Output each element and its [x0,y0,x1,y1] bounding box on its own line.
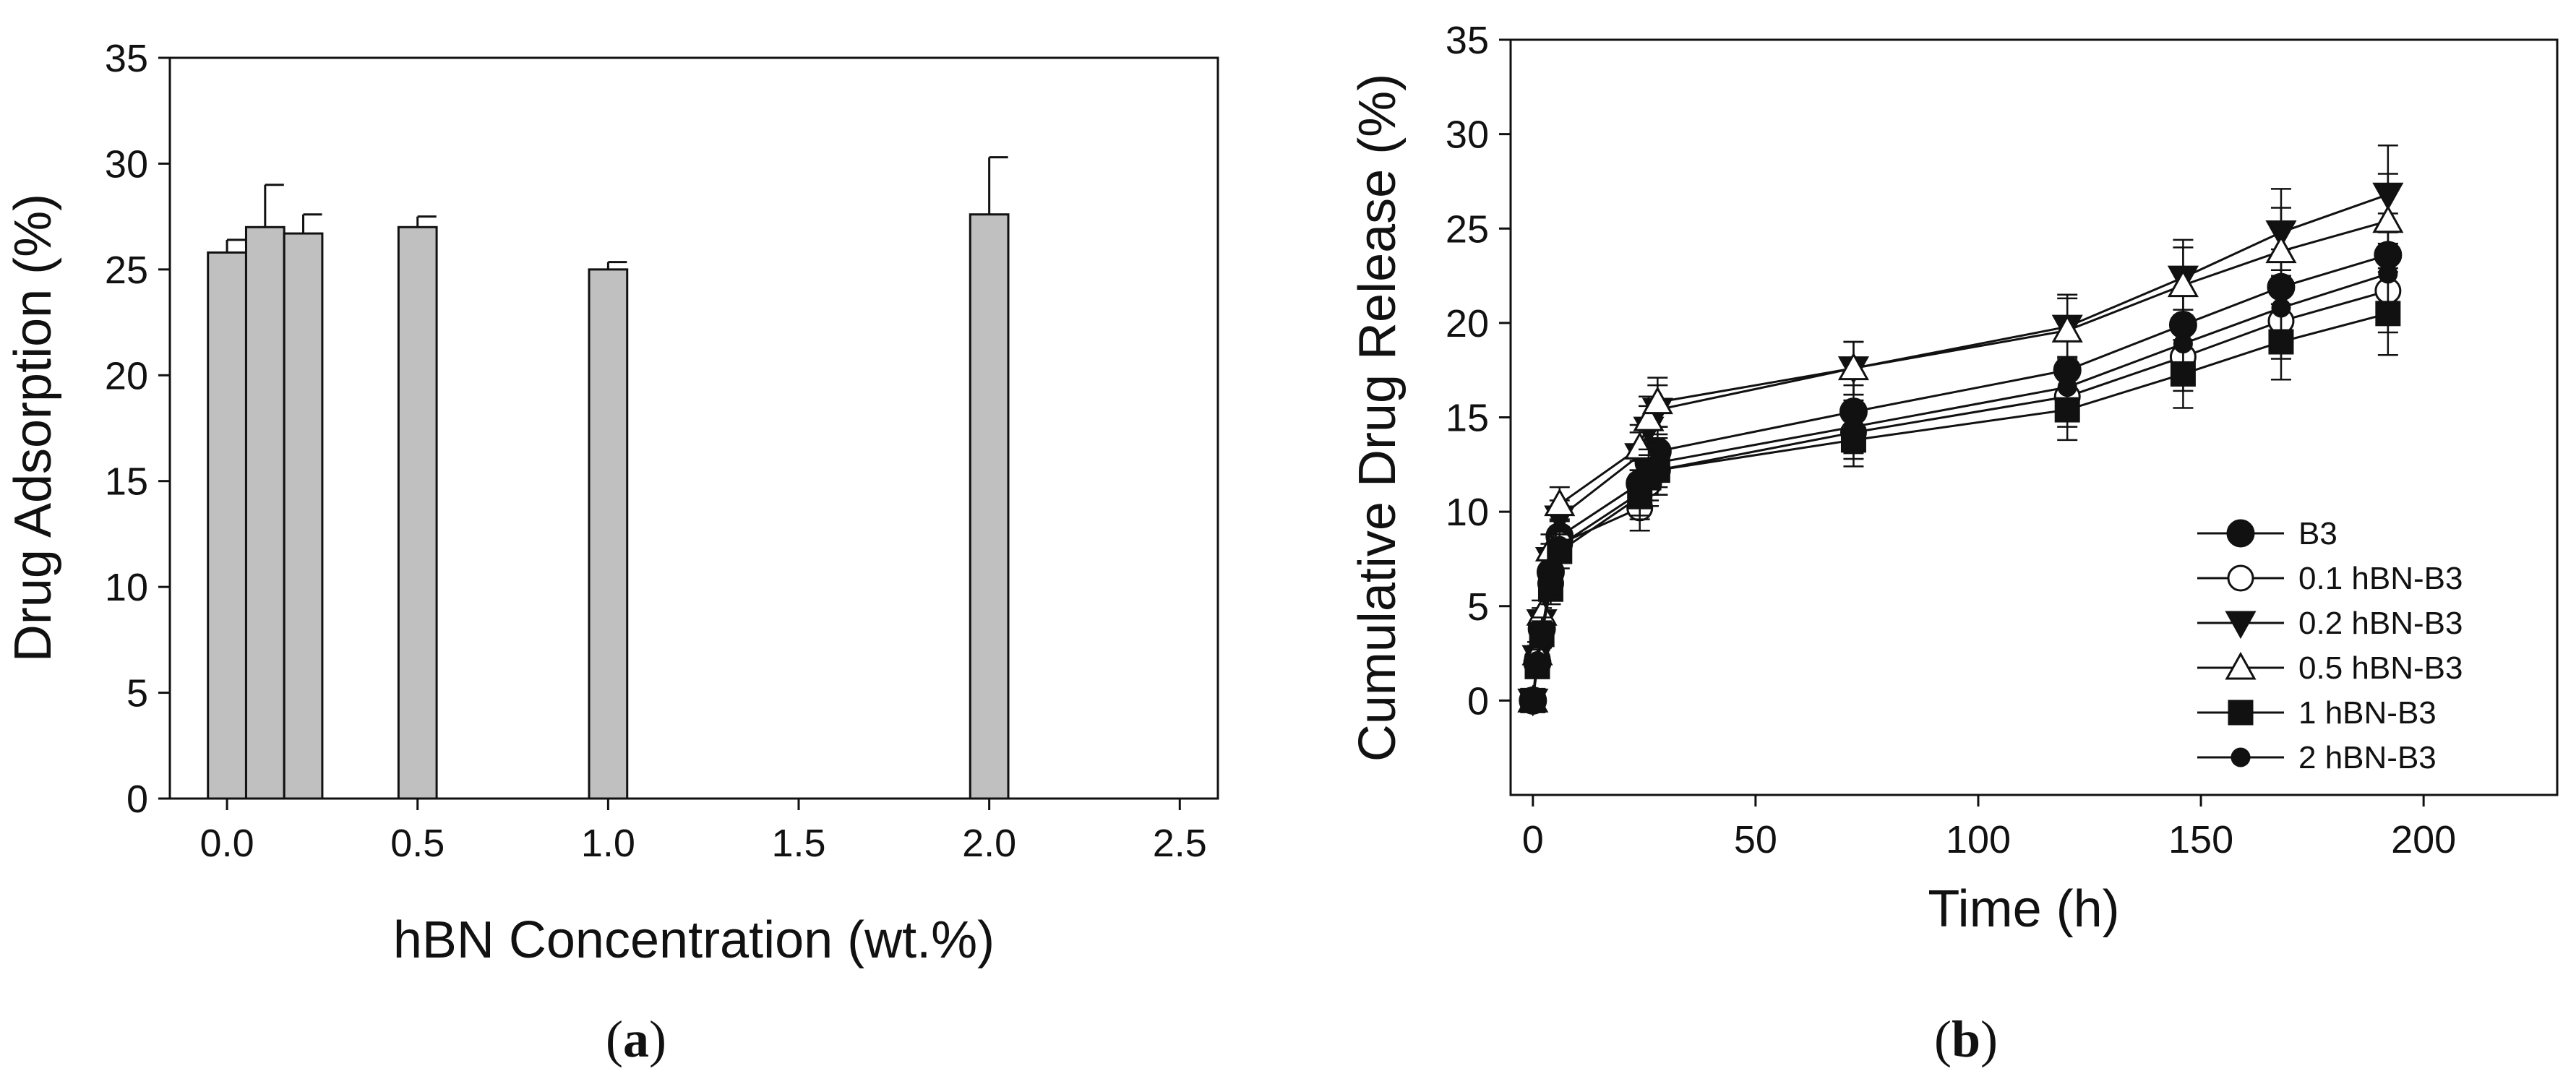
panel-a-label-open-paren: ( [606,1010,623,1068]
series-5-point-5 [1630,483,1650,503]
legend-marker-0 [2226,519,2255,548]
y-tick-label-6: 30 [105,142,148,186]
series-5-point-4 [1550,536,1570,556]
panel-a-x-axis-label: hBN Concentration (wt.%) [393,911,995,969]
panel-b-label-letter: b [1952,1010,1980,1068]
legend-label-3: 0.5 hBN-B3 [2298,650,2463,686]
y-tick-label-0: 0 [1467,679,1489,723]
series-5-point-3 [1540,569,1560,590]
y-tick-label-0: 0 [126,778,148,821]
panel-a-x-ticks: 0.0 0.5 1.0 1.5 2.0 2.5 [200,799,1207,865]
y-tick-label-2: 10 [105,566,148,609]
series-3-point-4 [1544,488,1576,517]
x-tick-label-0: 0.0 [200,822,254,865]
panel-b-x-ticks: 0 50 100 150 200 [1522,795,2456,861]
legend-marker-2 [2225,611,2257,640]
legend-marker-5 [2231,747,2251,767]
panel-a-bars [207,213,1010,800]
legend-label-1: 0.1 hBN-B3 [2298,561,2463,596]
series-4-line [1532,312,2389,701]
series-5-point-0 [1523,690,1543,710]
x-tick-label-3: 1.5 [771,822,825,865]
series-3-point-11 [2265,235,2297,264]
bar-0 [207,251,247,800]
panel-a-plot-frame [168,56,1219,800]
panel-b-y-ticks: 0 5 10 15 20 25 30 35 [1446,19,1511,723]
panel-a-error-bars [226,156,1008,270]
y-tick-label-4: 20 [105,354,148,397]
series-5-point-9 [2057,377,2077,397]
series-3-point-5 [1624,431,1656,460]
panel-a-label-letter: a [623,1010,649,1068]
panel-b-label-close-paren: ) [1980,1010,1998,1068]
series-5-point-11 [2271,298,2291,318]
series-3-point-9 [2051,314,2083,343]
y-tick-label-6: 30 [1446,113,1489,157]
panel-b-series [1517,145,2404,717]
legend-marker-4 [2228,700,2254,726]
series-5-point-7 [1647,452,1667,473]
series-3-point-12 [2372,205,2404,233]
series-5-point-8 [1843,417,1863,437]
x-tick-label-1: 0.5 [390,822,445,865]
x-tick-label-5: 2.5 [1153,822,1207,865]
bar-5 [969,213,1010,800]
y-tick-label-2: 10 [1446,491,1489,534]
series-3 [1517,173,2404,713]
series-5 [1522,231,2398,711]
series-5-point-10 [2173,334,2193,354]
panel-a-y-axis-label: Drug Adsorption (%) [4,194,62,662]
x-tick-label-1: 50 [1734,818,1777,861]
legend-marker-1 [2227,564,2254,592]
y-tick-label-7: 35 [1446,19,1489,62]
y-tick-label-5: 25 [105,249,148,292]
panel-b-legend: B3 0.1 hBN-B3 0.2 hBN-B3 0.5 hBN-B3 1 hBN-B3… [2197,516,2463,775]
y-tick-label-4: 20 [1446,302,1489,345]
x-tick-label-2: 1.0 [581,822,635,865]
panel-b-label: (b) [1934,1010,1998,1068]
series-3-point-6 [1633,403,1665,431]
panel-a-y-ticks: 0 5 10 15 20 25 30 35 [105,37,170,821]
panel-b-label-open-paren: ( [1934,1010,1952,1068]
y-tick-label-3: 15 [1446,397,1489,440]
x-tick-label-4: 2.0 [962,822,1016,865]
bar-4 [588,268,629,800]
panel-a-bar-chart: 0.0 0.5 1.0 1.5 2.0 2.5 0 5 10 15 20 25 30 35 hBN Co… [4,37,1219,1068]
panel-a-label: (a) [606,1010,666,1068]
panel-b-x-axis-label: Time (h) [1928,880,2119,938]
x-tick-label-2: 100 [1946,818,2011,861]
panel-b-y-axis-label: Cumulative Drug Release (%) [1349,74,1407,762]
series-1-line [1532,290,2389,701]
legend-label-4: 1 hBN-B3 [2298,695,2437,731]
series-3-point-8 [1837,352,1870,381]
series-5-point-12 [2378,264,2398,284]
x-tick-label-4: 200 [2391,818,2456,861]
panel-a-label-close-paren: ) [649,1010,666,1068]
series-3-point-10 [2167,269,2199,298]
legend-label-5: 2 hBN-B3 [2298,740,2437,775]
x-tick-label-0: 0 [1522,818,1544,861]
x-tick-label-3: 150 [2168,818,2233,861]
series-5-point-1 [1527,651,1547,671]
series-3-point-7 [1641,386,1673,415]
series-5-point-2 [1532,621,1552,641]
legend-marker-3 [2225,651,2257,680]
bar-2 [283,232,324,800]
bar-1 [244,225,285,800]
legend-label-0: B3 [2298,516,2337,551]
y-tick-label-7: 35 [105,37,148,80]
y-tick-label-1: 5 [126,672,148,715]
bar-3 [397,225,438,800]
y-tick-label-5: 25 [1446,207,1489,251]
y-tick-label-1: 5 [1467,585,1489,629]
panel-b-line-chart: 0 50 100 150 200 0 5 10 15 20 25 30 35 B3 0.1 hBN-B3… [1349,19,2559,1068]
y-tick-label-3: 15 [105,460,148,504]
legend-label-2: 0.2 hBN-B3 [2298,606,2463,641]
